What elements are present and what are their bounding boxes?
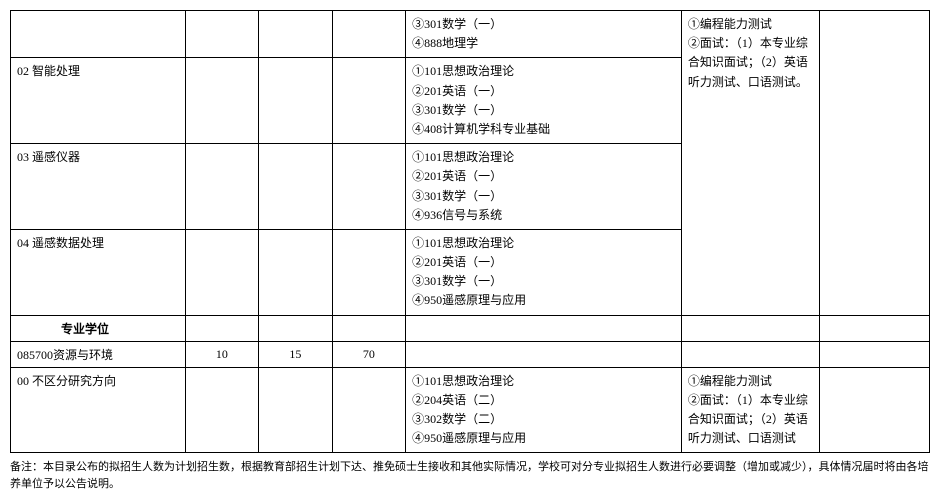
cell-n2	[259, 229, 333, 315]
cell-n1	[185, 58, 259, 144]
cell-n1: 10	[185, 341, 259, 367]
cell-exam: ①101思想政治理论②201英语（一）③301数学（一）④950遥感原理与应用	[406, 229, 682, 315]
cell-n3	[332, 58, 406, 144]
cell-extra	[819, 341, 929, 367]
cell-dir	[11, 11, 186, 58]
cell-n2	[259, 58, 333, 144]
cell-n3: 70	[332, 341, 406, 367]
cell-n1	[185, 315, 259, 341]
cell-extra	[819, 11, 929, 316]
footnote: 备注：本目录公布的拟招生人数为计划招生数，根据教育部招生计划下达、推免硕士生接收…	[10, 459, 930, 492]
table-row: 00 不区分研究方向 ①101思想政治理论②204英语（二）③302数学（二）④…	[11, 367, 930, 453]
cell-dir: 085700资源与环境	[11, 341, 186, 367]
cell-exam	[406, 341, 682, 367]
cell-dir: 03 遥感仪器	[11, 144, 186, 230]
cell-n3	[332, 11, 406, 58]
table-row: ③301数学（一）④888地理学 ①编程能力测试②面试：（1）本专业综合知识面试…	[11, 11, 930, 58]
cell-exam: ①101思想政治理论②204英语（二）③302数学（二）④950遥感原理与应用	[406, 367, 682, 453]
cell-n3	[332, 315, 406, 341]
cell-n1	[185, 144, 259, 230]
catalog-table: ③301数学（一）④888地理学 ①编程能力测试②面试：（1）本专业综合知识面试…	[10, 10, 930, 453]
cell-retest-merged: ①编程能力测试②面试：（1）本专业综合知识面试；（2）英语听力测试、口语测试。	[681, 11, 819, 316]
cell-exam: ①101思想政治理论②201英语（一）③301数学（一）④936信号与系统	[406, 144, 682, 230]
cell-n2	[259, 144, 333, 230]
cell-n1	[185, 11, 259, 58]
cell-exam	[406, 315, 682, 341]
section-header: 专业学位	[11, 315, 186, 341]
cell-dir: 00 不区分研究方向	[11, 367, 186, 453]
cell-exam: ①101思想政治理论②201英语（一）③301数学（一）④408计算机学科专业基…	[406, 58, 682, 144]
table-row: 085700资源与环境 10 15 70	[11, 341, 930, 367]
cell-n1	[185, 367, 259, 453]
cell-dir: 04 遥感数据处理	[11, 229, 186, 315]
cell-retest: ①编程能力测试②面试：（1）本专业综合知识面试；（2）英语听力测试、口语测试	[681, 367, 819, 453]
cell-retest	[681, 341, 819, 367]
cell-n2	[259, 367, 333, 453]
cell-dir: 02 智能处理	[11, 58, 186, 144]
cell-retest	[681, 315, 819, 341]
cell-extra	[819, 367, 929, 453]
cell-exam: ③301数学（一）④888地理学	[406, 11, 682, 58]
cell-extra	[819, 315, 929, 341]
cell-n2	[259, 315, 333, 341]
cell-n2	[259, 11, 333, 58]
section-header-row: 专业学位	[11, 315, 930, 341]
cell-n2: 15	[259, 341, 333, 367]
cell-n3	[332, 229, 406, 315]
cell-n1	[185, 229, 259, 315]
cell-n3	[332, 367, 406, 453]
cell-n3	[332, 144, 406, 230]
